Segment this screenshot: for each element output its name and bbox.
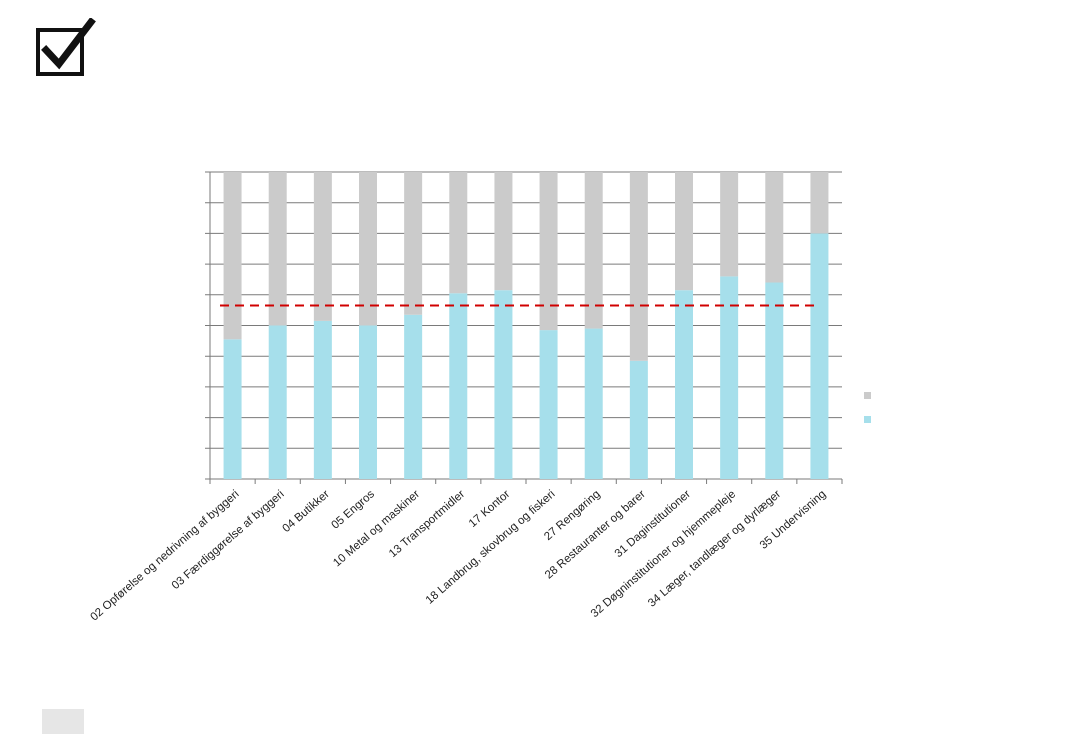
bar-segment-rest <box>359 172 377 326</box>
x-tick-label: 05 Engros <box>330 488 378 532</box>
bar-segment-share <box>223 339 242 479</box>
bar-segment-share <box>404 314 423 479</box>
bar-segment-share <box>584 328 603 479</box>
bar-segment-rest <box>404 172 423 315</box>
bar-segment-rest <box>584 172 603 329</box>
bar-segment-share <box>268 325 287 479</box>
bar-segment-share <box>313 320 332 479</box>
bar-segment-share <box>494 290 513 479</box>
bar-segment-rest <box>223 172 242 340</box>
bar-segment-rest <box>539 172 558 331</box>
footer-placeholder <box>42 709 84 734</box>
bar-segment-rest <box>313 172 332 321</box>
bar-segment-rest <box>268 172 287 326</box>
bar-segment-share <box>449 293 468 479</box>
bar-segment-share <box>810 233 829 479</box>
bar-segment-rest <box>675 172 693 291</box>
x-tick-label: 17 Kontor <box>467 488 513 530</box>
bar-segment-share <box>629 360 648 479</box>
legend-swatch-share <box>864 416 871 423</box>
checkbox-checked-icon <box>34 17 96 80</box>
x-tick-label: 04 Butikker <box>281 488 332 535</box>
bar-segment-share <box>720 276 739 479</box>
bar-segment-rest <box>449 172 468 294</box>
bar-segment-rest <box>810 172 829 234</box>
bar-segment-rest <box>629 172 648 361</box>
x-tick-label: 31 Daginstitutioner <box>613 488 693 560</box>
bar-segment-share <box>359 325 377 479</box>
x-tick-label: 13 Transportmidler <box>387 488 467 560</box>
x-tick-label: 10 Metal og maskiner <box>331 488 422 569</box>
bar-segment-rest <box>494 172 513 291</box>
bar-segment-share <box>765 282 784 479</box>
legend-swatch-rest <box>864 392 871 399</box>
bar-segment-share <box>539 330 558 479</box>
bar-segment-rest <box>720 172 739 277</box>
bar-segment-share <box>675 290 693 479</box>
bar-segment-rest <box>765 172 784 283</box>
stacked-bar-chart: 02 Opførelse og nedrivning af byggeri03 … <box>88 171 871 624</box>
